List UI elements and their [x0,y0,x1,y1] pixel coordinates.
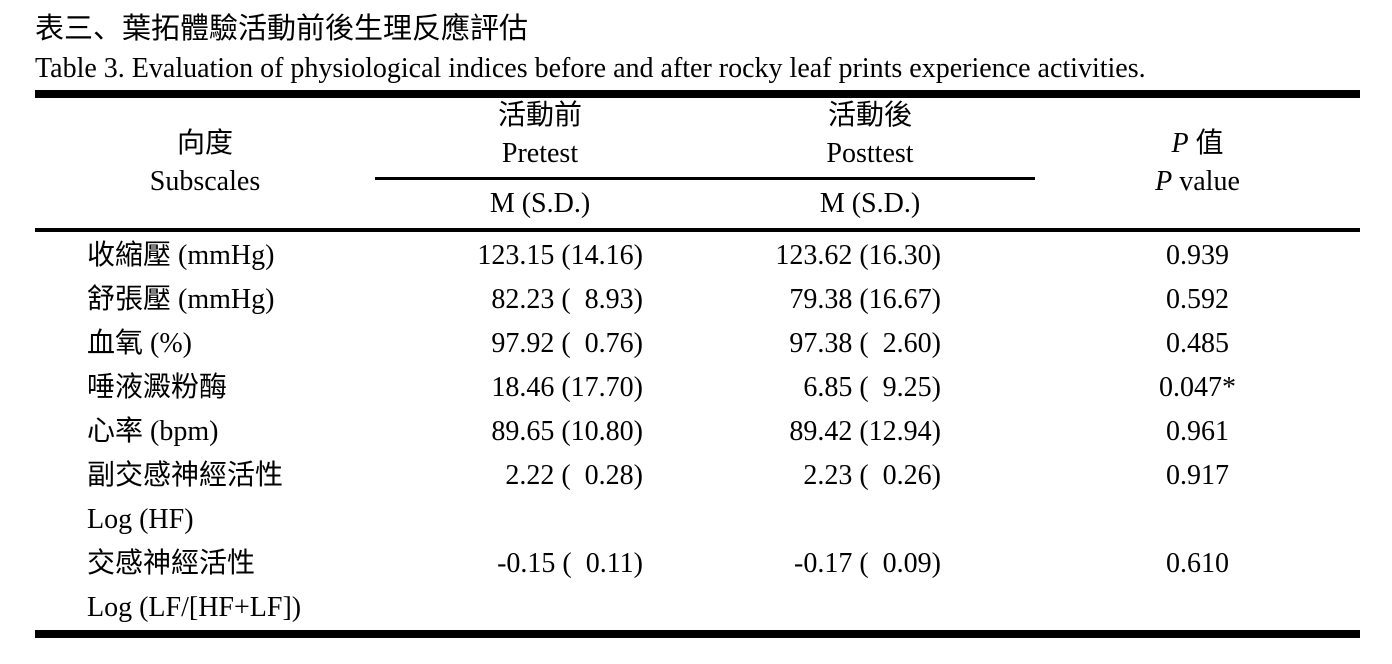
row-label: 心率 (bpm) [87,416,219,447]
header-posttest-m-sd: M (S.D.) [819,188,921,219]
header-subscales-en: Subscales [149,166,261,197]
posttest-value: 89.42 (12.94) [789,416,941,447]
p-value: 0.939 [1166,240,1229,271]
p-value: 0.047* [1159,372,1236,403]
header-pretest-en: Pretest [501,138,579,169]
pretest-value: 123.15 (14.16) [477,240,643,271]
table-row-salivary-amylase: 唾液澱粉酶 18.46 (17.70) 6.85 ( 9.25) 0.047* [35,366,1360,410]
table-title-chinese: 表三、葉拓體驗活動前後生理反應評估 [35,13,529,45]
header-pretest: 活動前 Pretest [375,98,705,180]
posttest-value: -0.17 ( 0.09) [794,548,941,579]
posttest-value: 97.38 ( 2.60) [789,328,941,359]
row-label: 副交感神經活性 [87,460,284,491]
p-value: 0.610 [1166,548,1229,579]
p-value: 0.592 [1166,284,1229,315]
table-row-parasympathetic: 副交感神經活性 Log (HF) 2.22 ( 0.28) 2.23 ( 0.2… [35,454,1360,542]
pretest-value: 97.92 ( 0.76) [491,328,643,359]
pretest-value: 2.22 ( 0.28) [505,460,643,491]
table-title-english: Table 3. Evaluation of physiological ind… [35,53,1146,84]
p-symbol-italic: P [1155,166,1173,197]
p-symbol-italic: P [1171,128,1189,159]
row-label: 收縮壓 (mmHg) [87,240,275,271]
row-label: 交感神經活性 [87,548,256,579]
posttest-value: 2.23 ( 0.26) [803,460,941,491]
table-row-systolic: 收縮壓 (mmHg) 123.15 (14.16) 123.62 (16.30)… [35,234,1360,278]
header-p-value: P 值 P value [1035,98,1360,228]
p-value: 0.485 [1166,328,1229,359]
row-label: 舒張壓 (mmHg) [87,284,275,315]
header-p-value-en: P value [1155,163,1240,201]
posttest-value: 123.62 (16.30) [775,240,941,271]
header-p-value-zh: P 值 [1171,125,1223,163]
document-page: 表三、葉拓體驗活動前後生理反應評估 Table 3. Evaluation of… [35,13,1360,638]
header-posttest-zh: 活動後 [827,100,912,131]
table-row-blood-oxygen: 血氧 (%) 97.92 ( 0.76) 97.38 ( 2.60) 0.485 [35,322,1360,366]
header-posttest-en: Posttest [826,138,914,169]
pretest-value: -0.15 ( 0.11) [497,548,643,579]
table-row-diastolic: 舒張壓 (mmHg) 82.23 ( 8.93) 79.38 (16.67) 0… [35,278,1360,322]
header-pretest-m-sd: M (S.D.) [489,188,591,219]
p-value: 0.961 [1166,416,1229,447]
header-pretest-zh: 活動前 [497,100,582,131]
table-header: 向度 Subscales 活動前 Pretest 活動後 Posttest P … [35,98,1360,232]
row-label: 血氧 (%) [87,328,192,359]
row-label: 唾液澱粉酶 [87,372,228,403]
table-row-sympathetic: 交感神經活性 Log (LF/[HF+LF]) -0.15 ( 0.11) -0… [35,542,1360,630]
row-label-formula: Log (LF/[HF+LF]) [87,592,302,623]
p-value: 0.917 [1166,460,1229,491]
pretest-value: 89.65 (10.80) [491,416,643,447]
header-subscales: 向度 Subscales [35,98,375,228]
header-posttest: 活動後 Posttest [705,98,1035,180]
table-row-heart-rate: 心率 (bpm) 89.65 (10.80) 89.42 (12.94) 0.9… [35,410,1360,454]
row-label-group: 交感神經活性 Log (LF/[HF+LF]) [35,542,375,630]
pretest-value: 82.23 ( 8.93) [491,284,643,315]
row-label-group: 副交感神經活性 Log (HF) [35,454,375,542]
table-body: 收縮壓 (mmHg) 123.15 (14.16) 123.62 (16.30)… [35,232,1360,630]
row-label-formula: Log (HF) [87,504,194,535]
pretest-value: 18.46 (17.70) [491,372,643,403]
statistics-table: 向度 Subscales 活動前 Pretest 活動後 Posttest P … [35,90,1360,638]
p-value-en-suffix: value [1172,166,1240,197]
header-subscales-zh: 向度 [176,128,233,159]
p-value-zh-suffix: 值 [1188,128,1224,159]
posttest-value: 6.85 ( 9.25) [803,372,941,403]
posttest-value: 79.38 (16.67) [789,284,941,315]
